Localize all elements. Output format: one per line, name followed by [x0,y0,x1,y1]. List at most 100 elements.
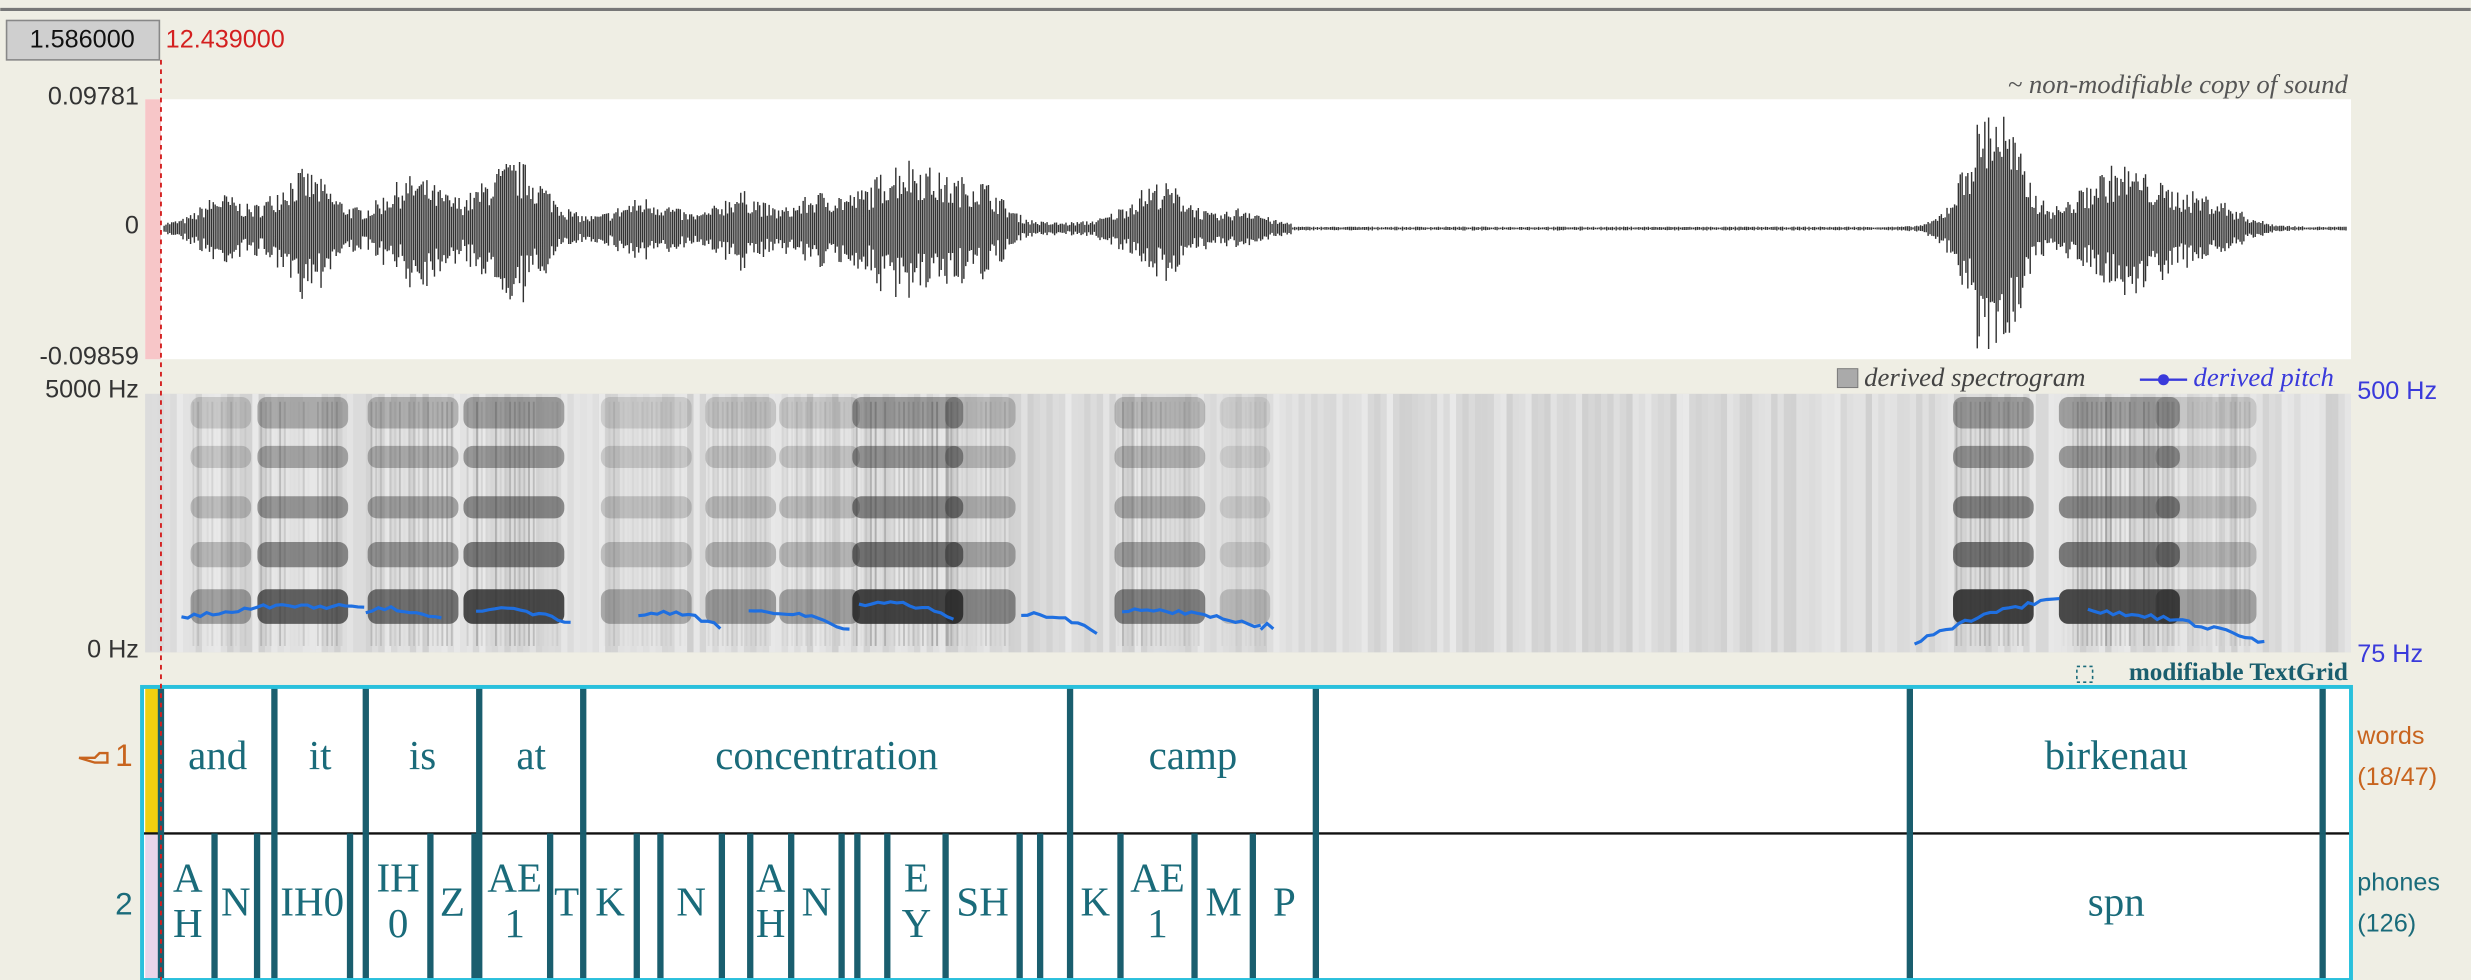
word-boundary [2319,687,2325,834]
phone-boundary [657,833,663,980]
striation [913,402,915,646]
spectrogram-column [164,394,170,652]
striation [547,402,549,646]
striation [2017,402,2019,646]
striation [656,402,658,646]
phone-boundary [580,833,586,980]
striation [884,402,886,646]
striation [2063,402,2065,646]
striation [408,402,410,646]
striation [451,402,453,646]
spectrogram-column [2301,394,2307,652]
striation [898,402,900,646]
spectrogram-column [1733,394,1739,652]
spectrogram-column [2326,394,2332,652]
striation [303,402,305,646]
striation [399,402,401,646]
striation [764,402,766,646]
spectrogram-column [1784,394,1790,652]
phone-boundary [476,833,482,980]
spectrogram-column [1210,394,1216,652]
striation [221,402,223,646]
spectrogram-column [1626,394,1632,652]
spectrogram-column [1506,394,1512,652]
striation [999,402,1001,646]
striation [642,402,644,646]
striation [947,402,949,646]
striation [389,402,391,646]
striation [432,402,434,646]
word-boundary [1313,687,1319,834]
spectrogram-column [1431,394,1437,652]
spectrogram-column [1740,394,1746,652]
phone-boundary [254,833,260,980]
spectrogram-column [1481,394,1487,652]
word-label: is [409,732,436,778]
striation [922,402,924,646]
striation [528,402,530,646]
striation [2115,402,2117,646]
striation [2201,402,2203,646]
striation [2230,402,2232,646]
spectrogram-column [1929,394,1935,652]
striation [717,402,719,646]
striation [980,402,982,646]
phone-boundary [634,833,640,980]
striation [1264,402,1266,646]
striation [2072,402,2074,646]
spectrogram-column [1097,394,1103,652]
spectrogram-column [1916,394,1922,652]
striation [423,402,425,646]
phone-label: P [1273,878,1296,924]
spectrogram-column [2048,394,2054,652]
spectrogram-column [2275,394,2281,652]
spectrogram-column [1443,394,1449,652]
striation [1960,402,1962,646]
striation [2100,402,2102,646]
word-boundary [1067,687,1073,834]
striation [404,402,406,646]
phone-boundary [788,833,794,980]
striation [786,402,788,646]
spectrogram-column [1519,394,1525,652]
striation [260,402,262,646]
striation [755,402,757,646]
spectrogram-column [1790,394,1796,652]
striation [1221,402,1223,646]
striation [604,402,606,646]
spectrogram-column [1513,394,1519,652]
spectrogram-column [2319,394,2325,652]
striation [952,402,954,646]
striation [216,402,218,646]
phone-boundary [1117,833,1123,980]
striation [1193,402,1195,646]
striation [418,402,420,646]
striation [192,402,194,646]
striation [865,402,867,646]
striation [2096,402,2098,646]
spectrogram-column [1670,394,1676,652]
striation [279,402,281,646]
word-label: and [188,732,247,778]
word-label: at [516,732,546,778]
spectrogram-column [1544,394,1550,652]
striation [2216,402,2218,646]
striation [994,402,996,646]
tier-2-count: (126) [2357,910,2416,938]
phone-boundary [1067,833,1073,980]
striation [2067,402,2069,646]
striation [870,402,872,646]
spectrogram-column [170,394,176,652]
phone-boundary [719,833,725,980]
striation [2234,402,2236,646]
striation [608,402,610,646]
spectrogram-column [1582,394,1588,652]
spectrogram [145,394,2351,652]
striation [838,402,840,646]
striation [2148,402,2150,646]
spectrogram-column [1601,394,1607,652]
spectrogram-column [1399,394,1405,652]
striation [843,402,845,646]
striation [2206,402,2208,646]
